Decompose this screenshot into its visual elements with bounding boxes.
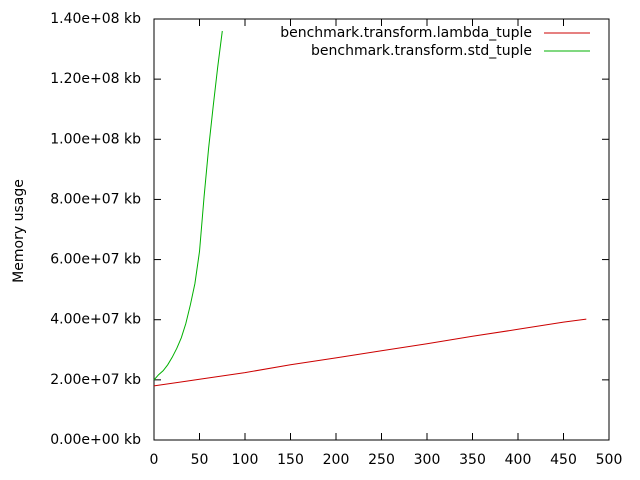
y-tick-label: 1.20e+08 kb bbox=[50, 71, 141, 87]
y-tick-label: 1.40e+08 kb bbox=[50, 11, 141, 27]
x-tick-label: 50 bbox=[191, 452, 209, 468]
series-lines bbox=[153, 30, 587, 387]
x-tick-label: 0 bbox=[150, 452, 159, 468]
legend-entry-label: benchmark.transform.std_tuple bbox=[311, 43, 532, 59]
y-tick-label: 4.00e+07 kb bbox=[50, 312, 141, 328]
x-tick-label: 450 bbox=[550, 452, 577, 468]
x-tick-label: 300 bbox=[414, 452, 441, 468]
legend-entry-label: benchmark.transform.lambda_tuple bbox=[280, 25, 532, 41]
y-axis-label: Memory usage bbox=[11, 179, 27, 283]
y-tick-label: 6.00e+07 kb bbox=[50, 252, 141, 268]
y-tick-label: 8.00e+07 kb bbox=[50, 191, 141, 207]
y-axis-ticks: 0.00e+00 kb 2.00e+07 kb 4.00e+07 kb 6.00e+0… bbox=[50, 11, 609, 448]
x-tick-label: 250 bbox=[368, 452, 395, 468]
series-line-2 bbox=[153, 30, 223, 381]
x-axis-ticks: 0 50 100 150 200 250 300 350 400 450 500 bbox=[150, 19, 623, 468]
y-tick-label: 1.00e+08 kb bbox=[50, 131, 141, 147]
y-tick-label: 2.00e+07 kb bbox=[50, 372, 141, 388]
legend: benchmark.transform.lambda_tuple benchmar… bbox=[280, 25, 590, 59]
x-tick-label: 500 bbox=[596, 452, 623, 468]
y-tick-label: 0.00e+00 kb bbox=[50, 432, 141, 448]
x-tick-label: 100 bbox=[232, 452, 259, 468]
plot-frame bbox=[153, 18, 610, 441]
x-tick-label: 400 bbox=[505, 452, 532, 468]
x-tick-label: 150 bbox=[277, 452, 304, 468]
x-tick-label: 350 bbox=[459, 452, 486, 468]
x-tick-label: 200 bbox=[323, 452, 350, 468]
series-line-1 bbox=[153, 318, 587, 387]
